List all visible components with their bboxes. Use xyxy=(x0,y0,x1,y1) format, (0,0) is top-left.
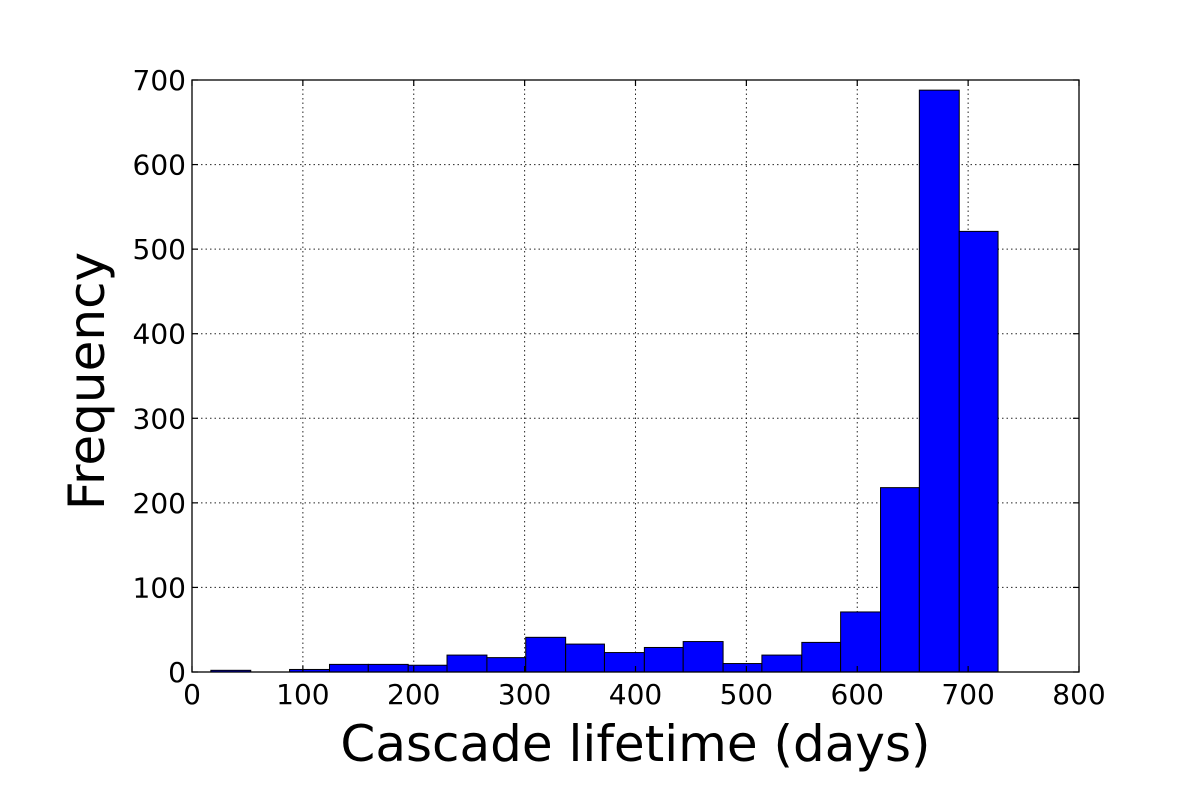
x-tick-label: 700 xyxy=(941,678,994,711)
x-tick-label: 200 xyxy=(387,678,440,711)
x-tick-labels: 0 100 200 300 400 500 600 700 800 xyxy=(183,678,1106,711)
y-tick-label: 400 xyxy=(133,318,186,351)
y-tick-label: 600 xyxy=(133,149,186,182)
y-tick-label: 700 xyxy=(133,64,186,97)
histogram-bar xyxy=(643,646,684,673)
x-tick-label: 400 xyxy=(609,678,662,711)
x-tick-label: 100 xyxy=(276,678,329,711)
tick-marks xyxy=(191,79,1080,673)
histogram-bar xyxy=(722,663,763,673)
y-tick-labels: 0 100 200 300 400 500 600 700 xyxy=(133,64,186,689)
histogram-bar xyxy=(367,663,409,673)
x-tick-label: 500 xyxy=(720,678,773,711)
histogram-bar xyxy=(761,654,803,673)
histogram-bar xyxy=(880,487,920,673)
histogram-bar xyxy=(840,611,882,673)
x-axis-title: Cascade lifetime (days) xyxy=(340,715,930,773)
histogram-bar xyxy=(328,663,369,673)
histogram-bars xyxy=(210,89,999,673)
x-tick-label: 800 xyxy=(1052,678,1105,711)
y-tick-label: 0 xyxy=(168,656,186,689)
x-tick-label: 600 xyxy=(831,678,884,711)
histogram-bar xyxy=(918,89,960,673)
histogram-bar xyxy=(682,641,724,673)
x-tick-label: 0 xyxy=(183,678,201,711)
histogram-bar xyxy=(446,654,488,673)
histogram-bar xyxy=(801,641,842,673)
histogram-bar xyxy=(486,657,527,673)
histogram-bar xyxy=(958,230,999,673)
histogram-bar xyxy=(565,643,605,673)
y-tick-label: 300 xyxy=(133,402,186,435)
histogram-bar xyxy=(525,636,567,673)
y-tick-label: 200 xyxy=(133,487,186,520)
y-tick-label: 100 xyxy=(133,571,186,604)
y-axis-title: Frequency xyxy=(58,252,116,510)
histogram-bar xyxy=(603,652,645,673)
x-tick-label: 300 xyxy=(498,678,551,711)
y-tick-label: 500 xyxy=(133,233,186,266)
